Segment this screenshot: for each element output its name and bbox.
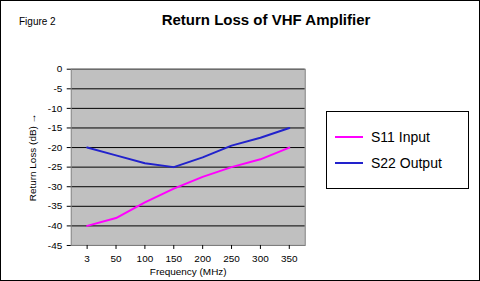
svg-text:150: 150 bbox=[165, 253, 182, 264]
svg-text:250: 250 bbox=[223, 253, 240, 264]
svg-text:50: 50 bbox=[110, 253, 122, 264]
html-text:Figure 2: Figure 2 bbox=[19, 16, 56, 27]
svg-text:-25: -25 bbox=[48, 161, 63, 172]
svg-text:Frequency (MHz): Frequency (MHz) bbox=[150, 266, 227, 277]
html-text:S11 Input: S11 Input bbox=[371, 129, 430, 145]
svg-text:-45: -45 bbox=[48, 240, 63, 251]
svg-text:-10: -10 bbox=[48, 103, 63, 114]
html-text:Return Loss of VHF Amplifier: Return Loss of VHF Amplifier bbox=[161, 11, 371, 28]
svg-text:300: 300 bbox=[252, 253, 269, 264]
svg-text:-20: -20 bbox=[48, 142, 63, 153]
svg-text:-30: -30 bbox=[48, 181, 63, 192]
svg-text:-15: -15 bbox=[48, 122, 63, 133]
svg-text:-35: -35 bbox=[48, 200, 63, 211]
svg-text:200: 200 bbox=[194, 253, 211, 264]
html-text:S22 Output: S22 Output bbox=[371, 155, 442, 171]
svg-text:350: 350 bbox=[281, 253, 298, 264]
svg-text:0: 0 bbox=[57, 63, 63, 74]
svg-text:Return Loss (dB) →: Return Loss (dB) → bbox=[27, 113, 38, 201]
svg-text:100: 100 bbox=[137, 253, 154, 264]
svg-text:-40: -40 bbox=[48, 220, 63, 231]
svg-text:3: 3 bbox=[84, 253, 90, 264]
svg-text:-5: -5 bbox=[53, 83, 62, 94]
